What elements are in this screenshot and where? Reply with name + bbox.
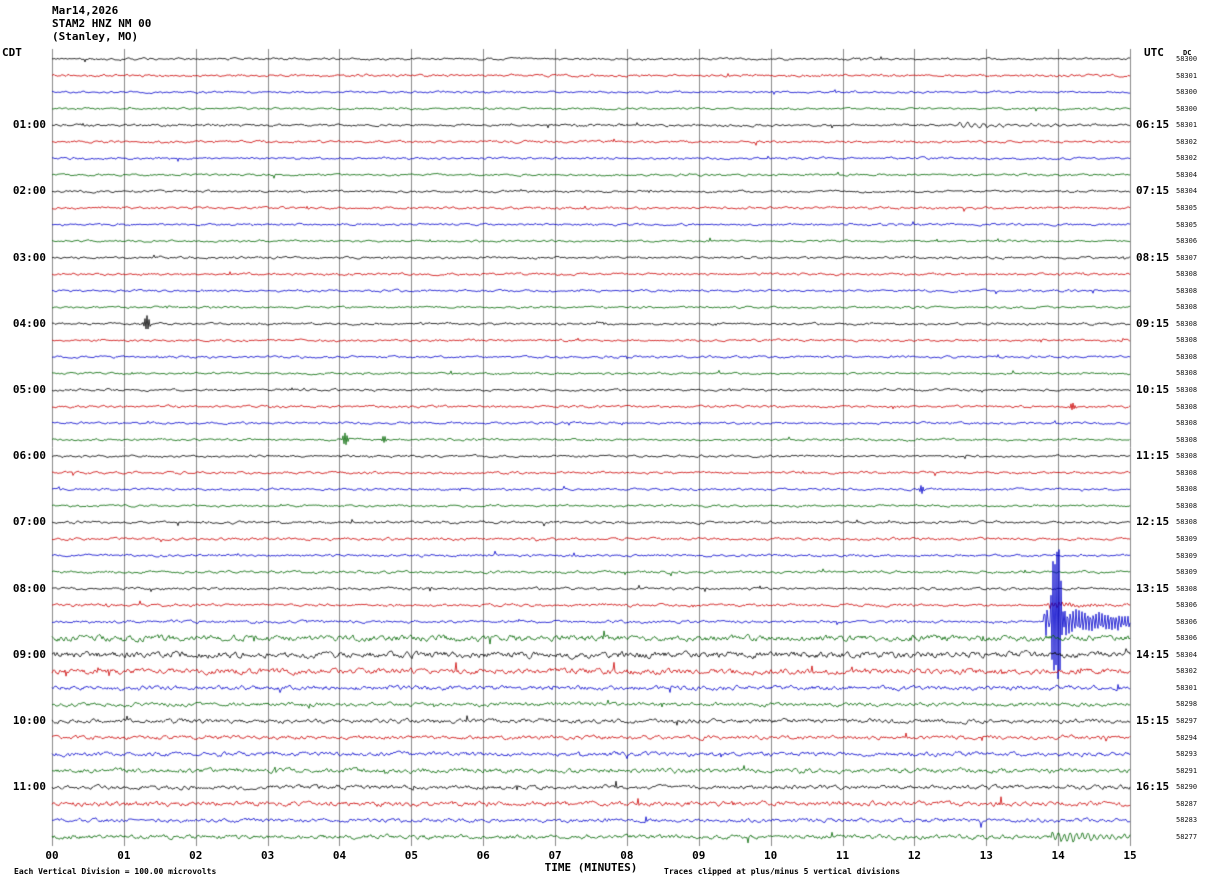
x-tick-label: 13: [979, 849, 993, 862]
left-time-label: 03:00: [12, 250, 46, 264]
x-tick-label: 04: [332, 849, 347, 862]
dc-value: 58308: [1176, 336, 1198, 345]
footer-right: Traces clipped at plus/minus 5 vertical …: [664, 867, 901, 876]
left-time-label: 07:00: [12, 515, 46, 529]
x-tick-label: 14: [1051, 849, 1065, 862]
dc-value: 58308: [1176, 319, 1198, 328]
left-axis-title: CDT: [2, 46, 22, 59]
left-time-label: 06:00: [12, 449, 46, 463]
left-time-label: 10:00: [12, 714, 46, 727]
right-time-label: 08:15: [1136, 250, 1170, 264]
x-tick-label: 03: [260, 849, 275, 862]
dc-value: 58308: [1176, 303, 1198, 312]
x-tick-label: 02: [189, 849, 203, 862]
dc-value: 58301: [1176, 121, 1198, 130]
dc-value: 58306: [1176, 634, 1198, 643]
dc-value: 58306: [1176, 617, 1198, 626]
dc-value: 58307: [1176, 253, 1198, 262]
x-axis-title: TIME (MINUTES): [544, 861, 638, 874]
right-time-label: 12:15: [1136, 515, 1170, 529]
dc-value: 58277: [1176, 832, 1198, 841]
dc-value: 58301: [1176, 71, 1198, 80]
x-tick-label: 05: [404, 849, 418, 862]
left-time-label: 08:00: [12, 581, 46, 595]
dc-value: 58305: [1176, 203, 1198, 212]
dc-value: 58283: [1176, 816, 1198, 825]
x-tick-label: 08: [620, 849, 634, 862]
dc-value: 58297: [1176, 717, 1198, 725]
left-time-label: 09:00: [12, 647, 46, 661]
x-tick-label: 00: [45, 849, 59, 862]
right-time-label: 16:15: [1136, 780, 1170, 794]
header-station: STAM2 HNZ NM 00: [52, 17, 152, 30]
x-tick-label: 15: [1123, 849, 1137, 862]
dc-value: 58291: [1176, 766, 1198, 775]
dc-value: 58300: [1176, 55, 1198, 63]
x-tick-label: 06: [476, 849, 490, 862]
right-time-label: 07:15: [1136, 184, 1170, 198]
x-tick-label: 10: [764, 849, 778, 862]
left-time-label: 05:00: [12, 383, 46, 396]
left-time-label: 02:00: [12, 184, 46, 198]
x-tick-label: 01: [117, 849, 131, 862]
dc-value: 58300: [1176, 104, 1198, 113]
dc-value: 58309: [1176, 568, 1198, 577]
dc-value: 58302: [1176, 154, 1198, 163]
dc-value: 58308: [1176, 435, 1198, 444]
dc-value: 58308: [1176, 485, 1198, 494]
dc-value: 58309: [1176, 534, 1198, 543]
footer-left: Each Vertical Division = 100.00 microvol…: [14, 867, 217, 876]
x-tick-label: 11: [835, 849, 850, 862]
left-time-label: 04:00: [12, 316, 46, 330]
dc-value: 58305: [1176, 220, 1198, 229]
dc-value: 58304: [1176, 650, 1198, 659]
dc-value: 58301: [1176, 683, 1198, 692]
right-time-label: 10:15: [1136, 383, 1170, 396]
right-time-label: 13:15: [1136, 581, 1170, 595]
right-time-label: 14:15: [1136, 647, 1170, 661]
dc-value: 58308: [1176, 468, 1198, 477]
dc-value: 58309: [1176, 551, 1198, 560]
x-tick-label: 12: [907, 849, 922, 862]
plot-header: Mar14,2026 STAM2 HNZ NM 00 (Stanley, MO): [52, 4, 151, 43]
dc-value: 58308: [1176, 452, 1198, 461]
left-time-label: 11:00: [12, 780, 46, 794]
dc-value: 58308: [1176, 270, 1198, 279]
dc-value: 58308: [1176, 584, 1198, 593]
dc-value: 58302: [1176, 137, 1198, 146]
dc-value: 58308: [1176, 369, 1198, 378]
dc-value: 58300: [1176, 88, 1198, 97]
left-time-label: 01:00: [12, 118, 46, 132]
dc-value: 58304: [1176, 187, 1198, 196]
dc-value: 58306: [1176, 601, 1198, 610]
dc-value: 58293: [1176, 750, 1198, 759]
dc-value: 58294: [1176, 733, 1198, 742]
dc-value: 58308: [1176, 518, 1198, 527]
dc-value: 58287: [1176, 799, 1198, 808]
dc-value: 58308: [1176, 386, 1198, 394]
dc-value: 58290: [1176, 783, 1198, 792]
x-tick-label: 07: [548, 849, 562, 862]
dc-value: 58308: [1176, 402, 1198, 411]
right-time-label: 15:15: [1136, 714, 1170, 727]
dc-value: 58308: [1176, 419, 1198, 428]
right-time-label: 09:15: [1136, 316, 1170, 330]
x-tick-label: 09: [692, 849, 706, 862]
dc-value: 58302: [1176, 667, 1198, 676]
dc-value: 58308: [1176, 286, 1198, 295]
right-axis-title: UTC: [1144, 46, 1164, 59]
dc-column-header: DC: [1183, 49, 1192, 57]
dc-value: 58304: [1176, 170, 1198, 179]
dc-value: 58308: [1176, 352, 1198, 361]
dc-value: 58298: [1176, 700, 1198, 709]
dc-value: 58306: [1176, 237, 1198, 246]
header-location: (Stanley, MO): [52, 30, 139, 43]
right-time-label: 06:15: [1136, 118, 1170, 132]
dc-value: 58308: [1176, 501, 1198, 510]
right-time-label: 11:15: [1136, 449, 1170, 463]
header-date: Mar14,2026: [52, 4, 119, 17]
